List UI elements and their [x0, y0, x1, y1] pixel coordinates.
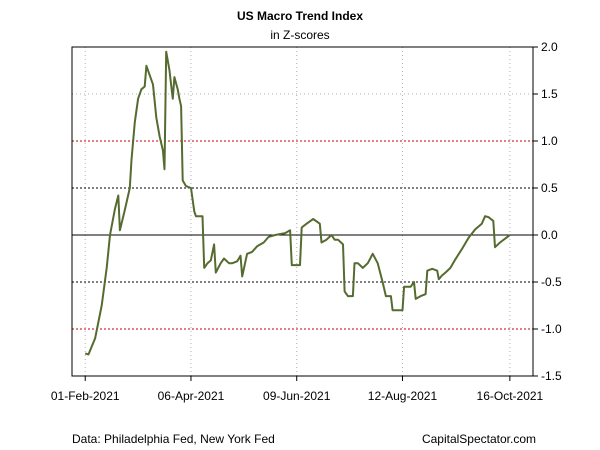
chart-title: US Macro Trend Index — [236, 9, 364, 23]
reference-lines — [72, 140, 533, 330]
grid-lines — [72, 46, 533, 377]
y-tick-label: -0.5 — [541, 275, 562, 289]
x-tick-label: 09-Jun-2021 — [263, 389, 331, 403]
y-tick-label: 0.0 — [541, 228, 558, 242]
chart-subtitle: in Z-scores — [270, 28, 330, 42]
x-tick-label: 12-Aug-2021 — [368, 389, 438, 403]
plot-area-border — [71, 46, 534, 377]
x-tick-label: 01-Feb-2021 — [51, 389, 120, 403]
x-tick-label: 06-Apr-2021 — [158, 389, 225, 403]
x-axis: 01-Feb-2021 06-Apr-2021 09-Jun-2021 12-Aug-… — [51, 376, 544, 403]
y-tick-label: -1.0 — [541, 322, 562, 336]
series-line — [84, 50, 511, 356]
y-tick-label: -1.5 — [541, 369, 562, 383]
data-source-note: Data: Philadelphia Fed, New York Fed — [72, 432, 275, 446]
y-axis: 2.0 1.5 1.0 0.5 0.0 -0.5 -1.0 -1.5 — [533, 40, 562, 383]
y-tick-label: 0.5 — [541, 181, 558, 195]
y-tick-label: 1.0 — [541, 134, 558, 148]
site-credit: CapitalSpectator.com — [421, 432, 536, 446]
y-tick-label: 1.5 — [541, 87, 558, 101]
series-layer — [84, 50, 511, 356]
y-tick-label: 2.0 — [541, 40, 558, 54]
x-tick-label: 16-Oct-2021 — [477, 389, 544, 403]
